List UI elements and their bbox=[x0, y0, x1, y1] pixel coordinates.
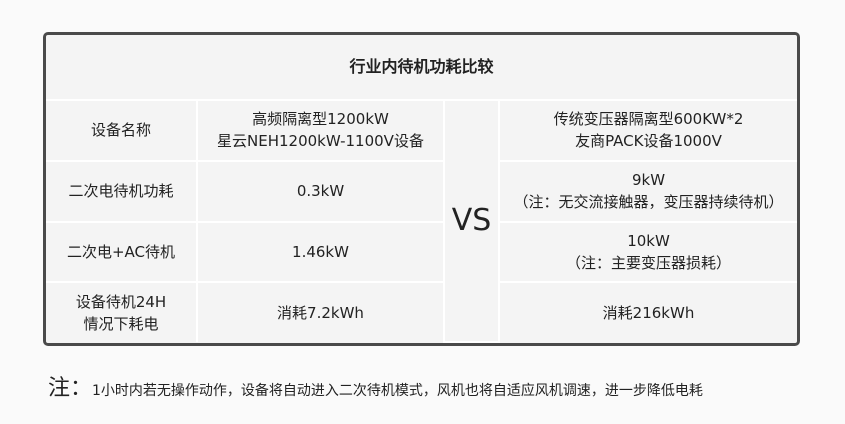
right-cell: 传统变压器隔离型600KW*2 友商PACK设备1000V bbox=[498, 99, 797, 162]
table-row: 设备待机24H 情况下耗电 消耗7.2kWh 消耗216kWh bbox=[46, 281, 797, 342]
table-row: 设备名称 高频隔离型1200kW 星云NEH1200kW-1100V设备 VS 传… bbox=[46, 99, 797, 343]
row-label: 二次电+AC待机 bbox=[46, 220, 198, 284]
cell-line: 传统变压器隔离型600KW*2 bbox=[553, 110, 744, 129]
right-cell: 10kW （注：主要变压器损耗） bbox=[498, 220, 797, 284]
cell-line: 9kW bbox=[631, 171, 666, 190]
left-cell: 消耗7.2kWh bbox=[196, 281, 445, 342]
right-cell: 9kW （注：无交流接触器，变压器持续待机） bbox=[498, 159, 797, 223]
left-cell: 高频隔离型1200kW 星云NEH1200kW-1100V设备 bbox=[196, 99, 445, 162]
row-label: 设备待机24H 情况下耗电 bbox=[46, 281, 198, 342]
footnote-label: 注： bbox=[48, 376, 93, 401]
table-row: 二次电待机功耗 0.3kW 9kW （注：无交流接触器，变压器持续待机） bbox=[46, 159, 797, 223]
table-title: 行业内待机功耗比较 bbox=[46, 35, 797, 101]
cell-line: 情况下耗电 bbox=[83, 314, 159, 333]
footnote: 注：1小时内若无操作动作，设备将自动进入二次待机模式，风机也将自适应风机调速，进… bbox=[48, 370, 703, 402]
row-label: 设备名称 bbox=[46, 99, 198, 162]
cell-line: 友商PACK设备1000V bbox=[575, 132, 722, 151]
vs-label: VS bbox=[443, 99, 500, 343]
cell-line: 高频隔离型1200kW bbox=[252, 110, 389, 129]
cell-line: （注：主要变压器损耗） bbox=[565, 254, 731, 273]
cell-line: 设备待机24H bbox=[75, 292, 167, 311]
row-label: 二次电待机功耗 bbox=[46, 159, 198, 223]
footnote-text: 1小时内若无操作动作，设备将自动进入二次待机模式，风机也将自适应风机调速，进一步… bbox=[92, 383, 703, 399]
left-cell: 0.3kW bbox=[196, 159, 445, 223]
left-cell: 1.46kW bbox=[196, 220, 445, 284]
cell-line: （注：无交流接触器，变压器持续待机） bbox=[513, 193, 784, 212]
right-cell: 消耗216kWh bbox=[498, 281, 797, 342]
cell-line: 10kW bbox=[627, 232, 670, 251]
comparison-table: 行业内待机功耗比较 设备名称 高频隔离型1200kW 星云NEH1200kW-11… bbox=[43, 32, 800, 346]
cell-line: 星云NEH1200kW-1100V设备 bbox=[217, 132, 424, 151]
table-row: 二次电+AC待机 1.46kW 10kW （注：主要变压器损耗） bbox=[46, 220, 797, 284]
